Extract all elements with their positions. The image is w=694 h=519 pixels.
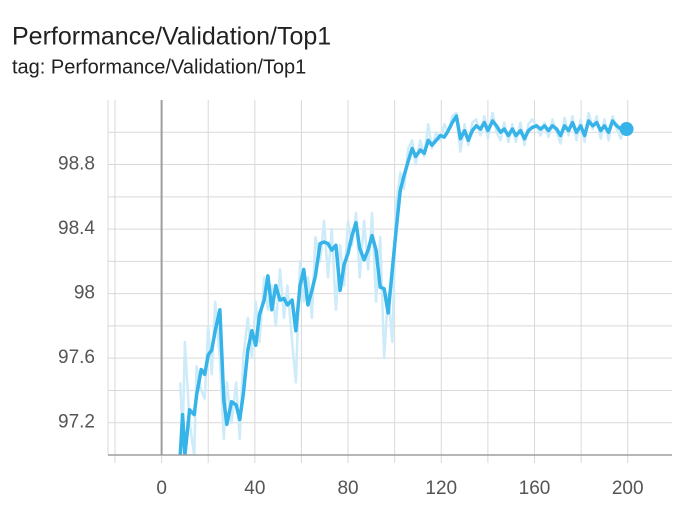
y-tick-label: 97.2	[58, 412, 95, 433]
chart-subtitle: tag: Performance/Validation/Top1	[12, 56, 306, 78]
y-tick-label: 98.8	[58, 154, 95, 175]
y-tick-label: 98.4	[58, 218, 95, 239]
smoothed-line	[178, 114, 628, 455]
x-tick-label: 160	[519, 478, 551, 499]
x-tick-label: 40	[244, 478, 265, 499]
x-tick-label: 80	[337, 478, 358, 499]
x-tick-label: 0	[156, 478, 167, 499]
end-point	[619, 122, 634, 137]
x-tick-label: 120	[425, 478, 457, 499]
x-tick-label: 200	[612, 478, 644, 499]
y-tick-label: 97.6	[58, 347, 95, 368]
y-tick-label: 98	[74, 283, 95, 304]
chart-title: Performance/Validation/Top1	[12, 23, 331, 51]
plot-area	[178, 111, 628, 455]
axes: 0 40 80 120 160 200 97.2 97.6 98 98.4 98.8	[58, 100, 672, 499]
